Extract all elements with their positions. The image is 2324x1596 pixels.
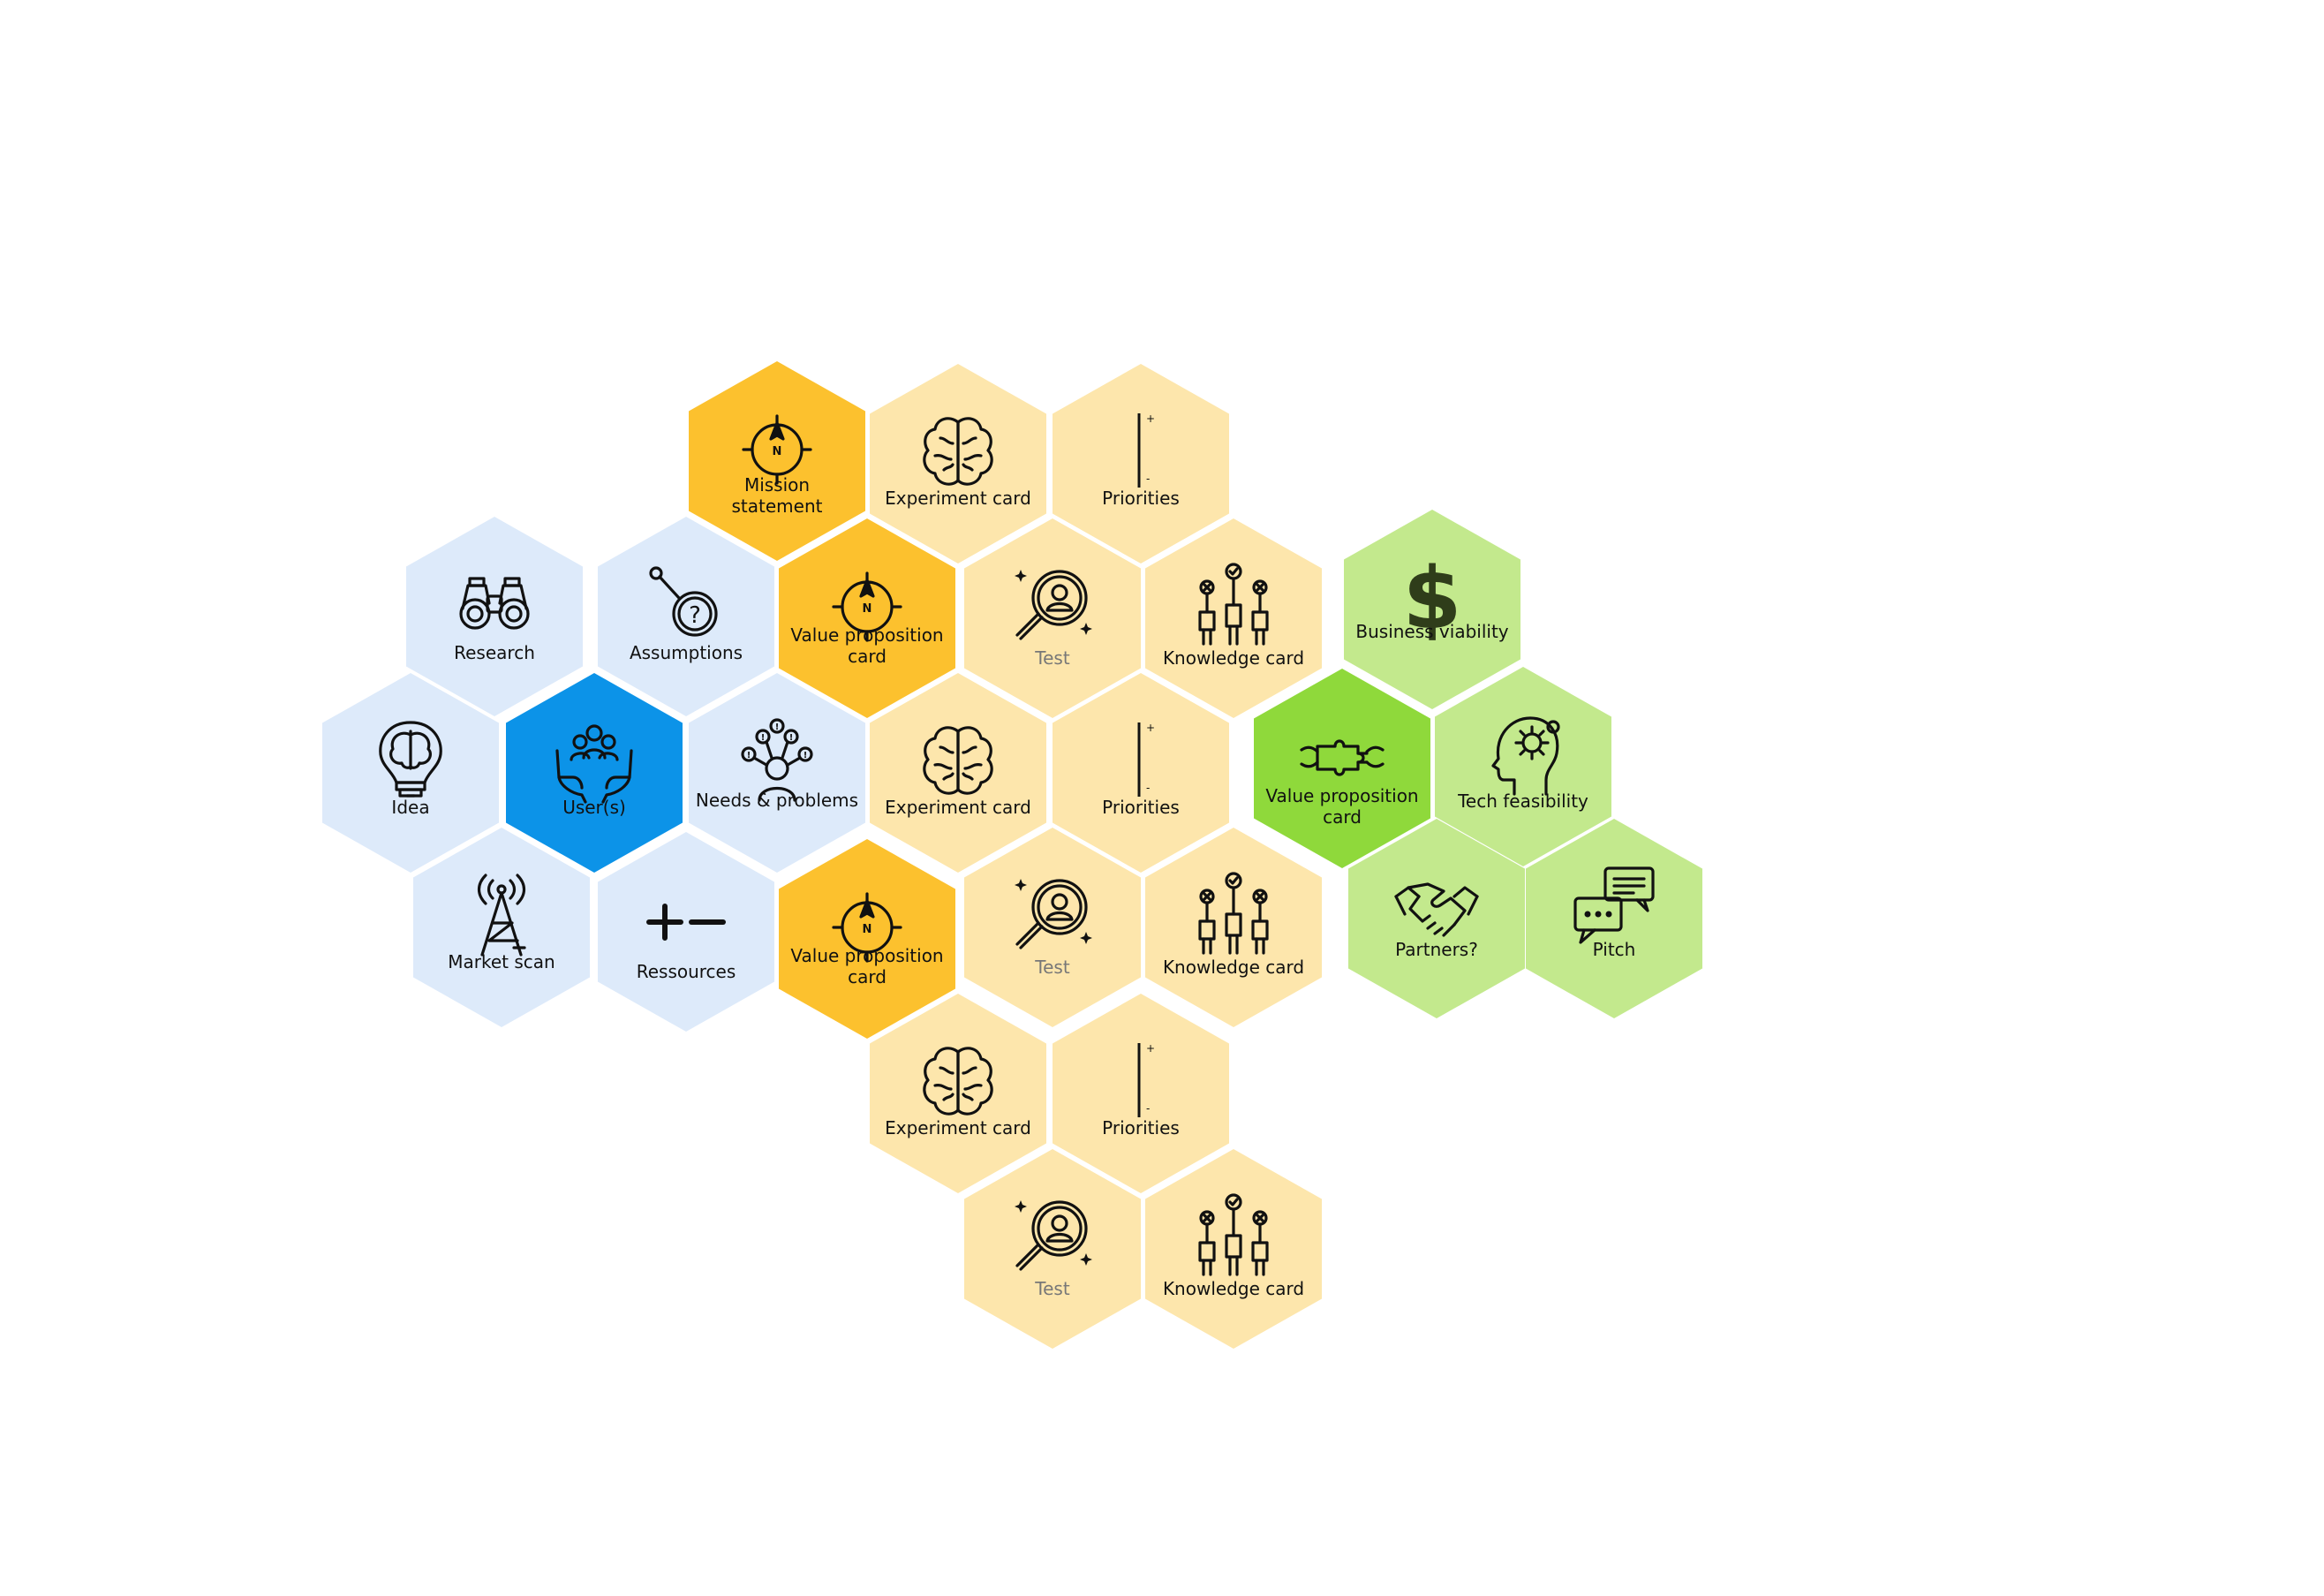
compass-icon: N [823, 881, 911, 970]
hex-test-3: Test [964, 1149, 1141, 1349]
hex-label: Value proposition card [790, 624, 944, 667]
hex-experiment-card-2: Experiment card [870, 673, 1046, 873]
hex-assumptions: ? Assumptions [598, 517, 774, 716]
svg-text:!: ! [789, 733, 794, 743]
antenna-tower-icon [457, 870, 546, 958]
hex-label: Experiment card [885, 797, 1031, 818]
person-problems-icon: !!!!! [733, 715, 821, 804]
hex-test-1: Test [964, 518, 1141, 718]
voting-hands-icon [1189, 1191, 1278, 1280]
hex-value-proposition-2: N Value proposition card [779, 839, 955, 1039]
hex-mission-statement: N Mission statement [689, 361, 865, 561]
svg-text:-: - [1146, 473, 1150, 485]
hex-value-proposition-green: Value proposition card [1254, 669, 1430, 868]
head-gear-icon [1479, 709, 1567, 798]
priority-scale-icon: + - [1097, 1036, 1185, 1124]
hex-value-proposition-1: N Value proposition card [779, 518, 955, 718]
hex-label: Experiment card [885, 1117, 1031, 1138]
hex-label: User(s) [562, 797, 626, 818]
hex-experiment-card-3: Experiment card [870, 994, 1046, 1193]
svg-text:?: ? [689, 602, 701, 629]
hex-label: Priorities [1102, 1117, 1180, 1138]
svg-text:+: + [1146, 1042, 1155, 1055]
svg-text:!: ! [804, 751, 808, 760]
svg-text:-: - [1146, 782, 1150, 794]
priority-scale-icon: + - [1097, 715, 1185, 804]
hex-label: Market scan [448, 951, 555, 972]
hex-label: Business viability [1355, 621, 1509, 642]
voting-hands-icon [1189, 561, 1278, 649]
hex-label: Priorities [1102, 797, 1180, 818]
chat-bubbles-icon [1570, 861, 1658, 949]
hex-knowledge-card-3: Knowledge card [1145, 1149, 1322, 1349]
hex-knowledge-card-2: Knowledge card [1145, 828, 1322, 1027]
hex-users: User(s) [506, 673, 683, 873]
svg-text:N: N [863, 602, 872, 616]
hex-label: Experiment card [885, 488, 1031, 509]
svg-text:N: N [773, 445, 782, 458]
hex-label: Knowledge card [1162, 647, 1305, 669]
brain-icon [914, 715, 1002, 804]
hex-label: Test [1035, 957, 1070, 978]
hex-ressources: Ressources [598, 832, 774, 1032]
handshake-icon [1392, 861, 1481, 949]
hex-tech-feasibility: Tech feasibility [1435, 667, 1611, 866]
hex-market-scan: Market scan [413, 828, 590, 1027]
hex-knowledge-card-1: Knowledge card [1145, 518, 1322, 718]
hex-idea: Idea [322, 673, 499, 873]
svg-text:!: ! [761, 733, 766, 743]
plus-minus-icon [642, 874, 730, 963]
hex-needs-problems: !!!!! Needs & problems [689, 673, 865, 873]
hex-research: Research [406, 517, 583, 716]
hex-business-viability: $ Business viability [1344, 510, 1520, 709]
svg-text:!: ! [775, 722, 780, 732]
hex-priorities-3: + - Priorities [1053, 994, 1229, 1193]
dollar-icon: $ [1388, 552, 1476, 640]
binoculars-icon [450, 559, 539, 647]
hex-label: Needs & problems [695, 790, 859, 811]
question-magnifier-icon: ? [642, 559, 730, 647]
hex-label: Partners? [1395, 939, 1478, 960]
hex-priorities-1: + - Priorities [1053, 364, 1229, 564]
compass-icon: N [823, 561, 911, 649]
compass-icon: N [733, 404, 821, 492]
svg-text:+: + [1146, 722, 1155, 734]
voting-hands-icon [1189, 870, 1278, 958]
hex-label: Idea [391, 797, 430, 818]
lightbulb-brain-icon [366, 715, 455, 804]
hex-label: Assumptions [629, 642, 743, 663]
svg-text:N: N [863, 923, 872, 936]
hands-group-icon [550, 715, 638, 804]
hex-label: Value proposition card [790, 945, 944, 987]
hex-label: Tech feasibility [1458, 790, 1588, 812]
hex-label: Knowledge card [1162, 1278, 1305, 1299]
hex-priorities-2: + - Priorities [1053, 673, 1229, 873]
hex-label: Ressources [636, 961, 736, 982]
hex-label: Knowledge card [1162, 957, 1305, 978]
user-search-icon [1008, 561, 1097, 649]
svg-text:$: $ [1403, 552, 1462, 640]
svg-text:-: - [1146, 1102, 1150, 1115]
hex-label: Value proposition card [1265, 785, 1419, 828]
priority-scale-icon: + - [1097, 406, 1185, 495]
svg-text:+: + [1146, 412, 1155, 425]
hex-experiment-card-1: Experiment card [870, 364, 1046, 564]
brain-icon [914, 406, 1002, 495]
puzzle-connect-icon [1298, 711, 1386, 799]
user-search-icon [1008, 870, 1097, 958]
user-search-icon [1008, 1191, 1097, 1280]
hex-label: Research [454, 642, 535, 663]
svg-text:!: ! [747, 751, 751, 760]
hex-label: Pitch [1592, 939, 1636, 960]
hex-label: Mission statement [731, 474, 823, 517]
hex-label: Priorities [1102, 488, 1180, 509]
hex-label: Test [1035, 1278, 1070, 1299]
brain-icon [914, 1036, 1002, 1124]
hex-label: Test [1035, 647, 1070, 669]
